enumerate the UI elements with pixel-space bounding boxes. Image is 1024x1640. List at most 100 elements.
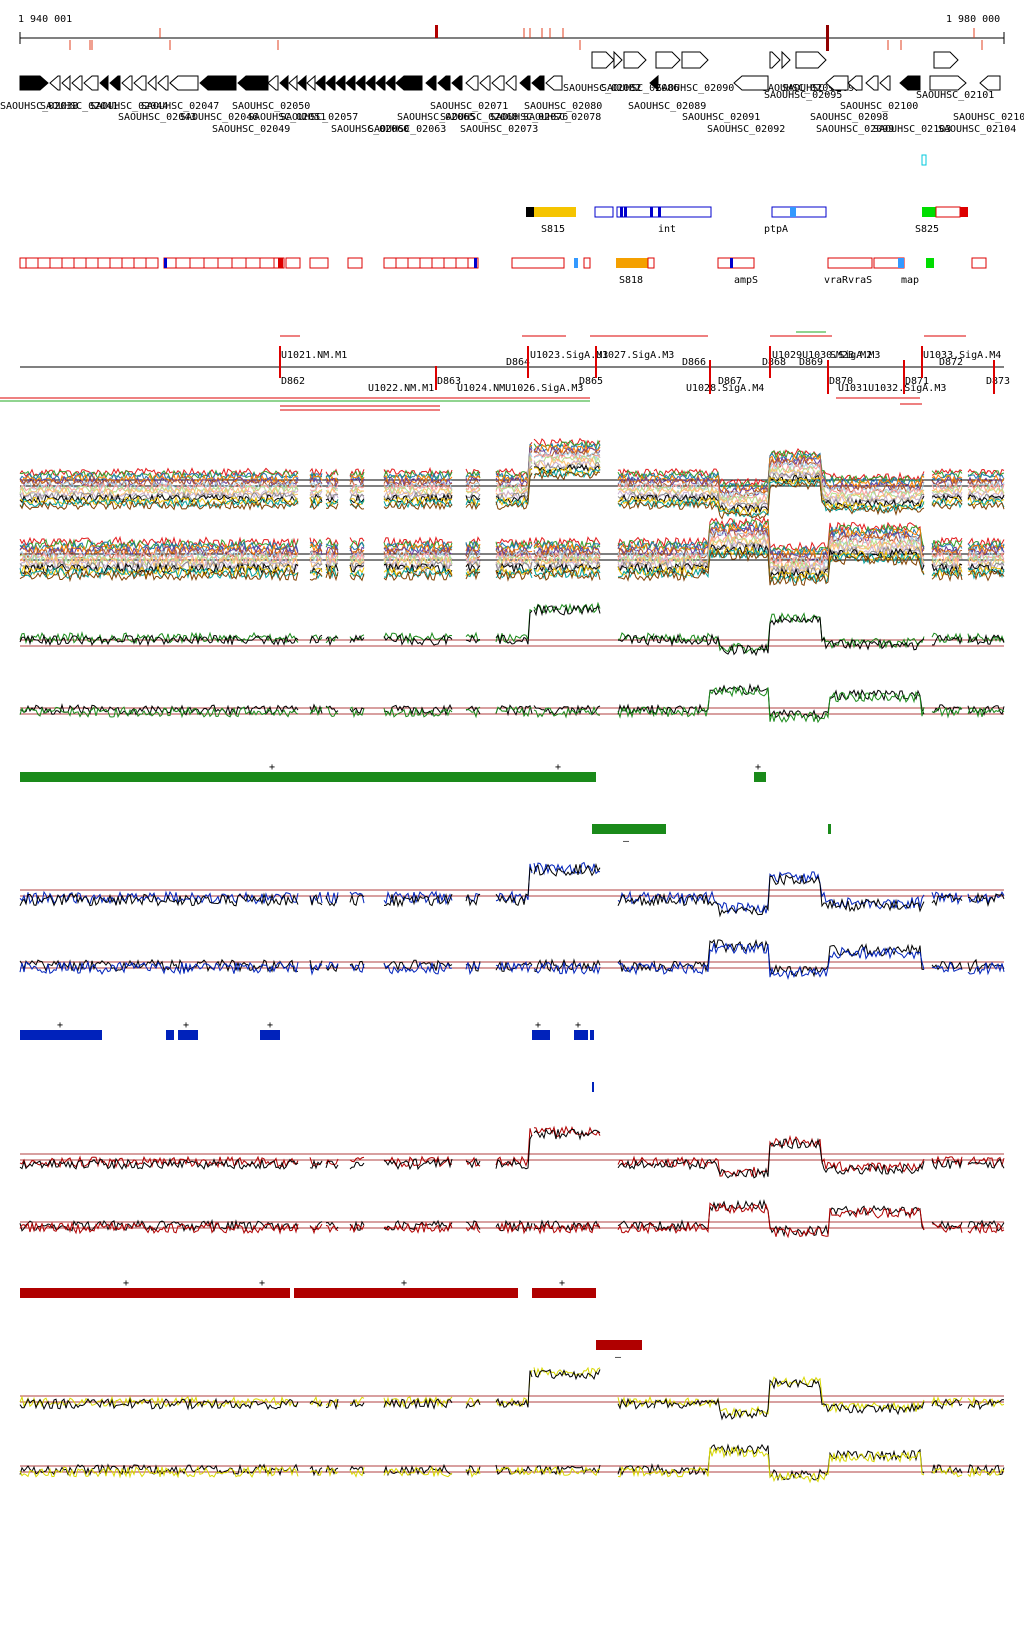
track-trace <box>309 1395 323 1409</box>
track-trace <box>383 560 453 573</box>
gene-arrow <box>83 75 99 91</box>
track-trace <box>325 484 339 493</box>
track-trace <box>465 480 481 491</box>
coordinate-start-label: 1 940 001 <box>18 14 73 25</box>
track-trace <box>931 554 963 567</box>
track-trace <box>617 496 655 506</box>
segment-label: D869 <box>799 357 824 368</box>
track-trace <box>325 1464 339 1475</box>
region-bar <box>166 1030 174 1040</box>
region-bar <box>20 1288 290 1298</box>
track-trace <box>325 496 339 505</box>
track-trace <box>617 468 655 478</box>
track-trace <box>617 569 655 582</box>
track-trace <box>325 895 339 907</box>
gene-arrow <box>345 75 356 91</box>
segment-label: U1024.NMU1026.SigA.M3 <box>457 383 584 394</box>
track-trace <box>653 476 925 516</box>
track-trace <box>349 573 365 582</box>
feature-label: S815 <box>541 224 566 235</box>
track-trace <box>309 489 323 497</box>
feature-box <box>163 257 285 269</box>
track-trace <box>653 464 925 505</box>
track-trace <box>349 541 365 552</box>
segment-label: D872 <box>939 357 964 368</box>
region-bar <box>590 1030 594 1040</box>
gene-arrow <box>169 75 199 91</box>
track-trace <box>968 892 1005 908</box>
gene-label: SAOUHSC_02082 <box>563 83 642 94</box>
track-trace <box>349 474 365 482</box>
gene-label: SAOUHSC_02090 <box>656 83 735 94</box>
track-trace <box>533 1127 601 1141</box>
gene-label: SAOUHSC_02101 <box>916 90 995 101</box>
gene-arrow <box>681 51 709 69</box>
feature-stripe <box>620 207 623 217</box>
track-trace <box>653 1377 925 1421</box>
segment-label: D862 <box>281 376 306 387</box>
gene-label: SAOUHSC_02095 <box>764 90 843 101</box>
segment-label: D868 <box>762 357 787 368</box>
track-trace <box>309 959 323 971</box>
track-trace <box>465 558 481 570</box>
track-trace <box>653 1375 925 1418</box>
gene-arrow <box>288 74 298 92</box>
track-trace <box>19 493 299 504</box>
track-trace <box>617 553 655 566</box>
feature-box <box>285 257 301 269</box>
track-trace <box>19 633 299 647</box>
feature-box <box>926 258 934 268</box>
track-trace <box>309 493 323 504</box>
segment-label: U1031U1032.SigA.M3 <box>838 383 947 394</box>
strand-mark: + <box>267 1020 273 1031</box>
gene-label: SAOUHSC_02063 <box>368 124 447 135</box>
track-trace <box>465 492 481 501</box>
track-trace <box>495 608 533 643</box>
track-trace <box>19 631 299 645</box>
gene-arrow <box>315 75 326 91</box>
gene-arrow <box>451 75 463 91</box>
track-trace <box>349 468 365 477</box>
gene-label: SAOUHSC_02057 <box>280 112 359 123</box>
track-trace <box>19 960 299 976</box>
gene-arrow <box>279 74 289 92</box>
track-trace <box>465 478 481 488</box>
gene-label: SAOUHSC_02051 <box>248 112 327 123</box>
track-trace <box>617 478 655 490</box>
track-trace <box>325 1398 339 1408</box>
track-trace <box>465 1398 481 1409</box>
feature-label: ptpA <box>764 224 789 235</box>
segment-label: D863 <box>437 376 462 387</box>
region-bar <box>178 1030 198 1040</box>
gene-arrow <box>109 75 121 91</box>
gene-label: SAOUHSC_02098 <box>810 112 889 123</box>
track-trace <box>309 543 323 555</box>
gene-arrow <box>147 74 157 92</box>
gene-arrow <box>879 75 891 91</box>
track-trace <box>383 499 453 509</box>
track-trace <box>967 559 1005 570</box>
track-trace <box>19 566 299 580</box>
gene-arrow <box>375 75 386 91</box>
gene-arrow <box>591 51 615 69</box>
track-trace <box>533 443 601 455</box>
track-trace <box>931 498 963 509</box>
gene-arrow <box>61 74 71 92</box>
track-trace <box>617 959 655 972</box>
track-trace <box>533 1125 601 1138</box>
feature-label: S825 <box>915 224 940 235</box>
track-trace <box>495 456 533 495</box>
track-trace <box>495 1134 533 1170</box>
track-trace <box>309 474 323 483</box>
gene-arrow <box>306 74 316 92</box>
track-trace <box>349 1398 365 1408</box>
track-trace <box>653 449 925 489</box>
track-trace <box>967 632 1005 644</box>
feature-label: ampS <box>734 275 759 286</box>
region-bar <box>20 1030 102 1040</box>
track-trace <box>495 610 533 645</box>
feature-label: int <box>658 224 677 235</box>
track-trace <box>533 566 601 580</box>
track-trace <box>533 1219 601 1232</box>
track-trace <box>383 556 453 569</box>
